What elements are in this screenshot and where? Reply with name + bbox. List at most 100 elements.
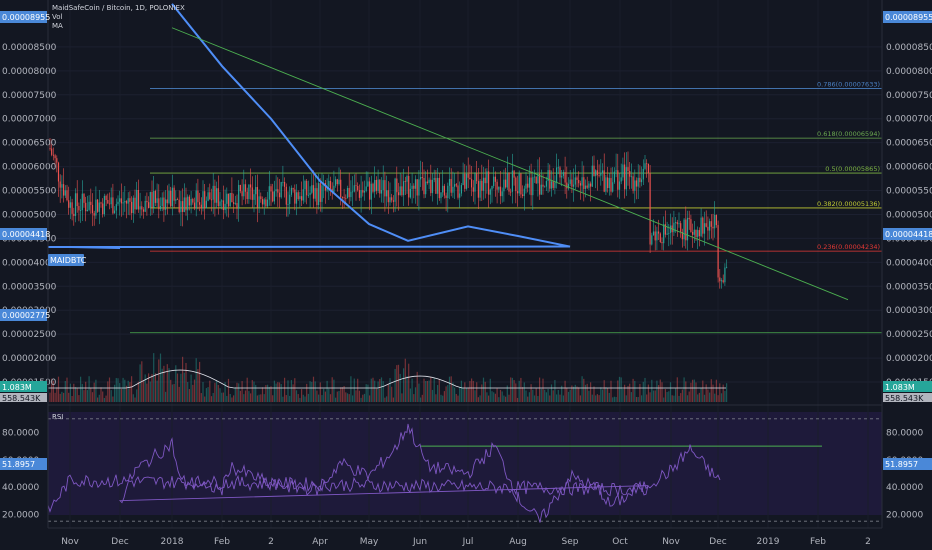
candle-body [667,234,668,235]
candle-body [180,201,181,212]
candle-body [214,186,215,203]
volume-bar [191,375,192,402]
candle-body [384,180,385,196]
volume-bar [527,397,528,402]
volume-bar [568,392,569,402]
candle-body [270,186,271,191]
volume-bar [585,385,586,402]
candle-body [146,201,147,202]
candle-body [303,189,304,200]
candle-body [556,167,557,182]
candle-body [289,195,290,204]
candle-body [599,175,600,176]
candle-body [575,177,576,184]
volume-bar [133,394,134,402]
candle-body [469,178,470,179]
volume-bar [289,396,290,402]
rsi-tick-left: 40.0000 [2,483,39,493]
candle-body [413,186,414,189]
volume-bar [512,378,513,402]
volume-bar [639,384,640,402]
volume-bar [333,380,334,402]
volume-bar [158,359,159,402]
candle-body [269,186,270,199]
candle-body [138,190,139,209]
volume-bar [624,385,625,402]
candle-body [423,178,424,194]
candle-body [437,178,438,194]
volume-bar [299,398,300,402]
candle-body [92,205,93,213]
volume-bar [182,357,183,402]
candle-body [73,214,74,216]
volume-bar [276,384,277,402]
volume-bar [707,390,708,402]
volume-bar [347,393,348,402]
candle-body [604,170,605,191]
candle-body [231,193,232,202]
candle-body [90,202,91,205]
volume-bar [612,397,613,402]
volume-bar [77,388,78,402]
volume-bar [490,379,491,402]
volume-bar [384,398,385,402]
price-tick-right: 0.00002000 [886,354,932,364]
candle-body [85,203,86,211]
volume-bar [335,398,336,402]
volume-bar [157,381,158,402]
candle-body [89,202,90,210]
candle-body [500,187,501,196]
rsi-tick-right: 40.0000 [886,483,923,493]
volume-bar [391,387,392,402]
candle-body [644,163,645,169]
candle-body [264,199,265,204]
volume-bar [656,381,657,402]
volume-bar [184,373,185,402]
candle-body [648,164,649,173]
volume-bar [352,395,353,402]
volume-badge-right-1: 1.083M [883,381,932,392]
candle-body [704,223,705,233]
volume-bar [497,388,498,402]
candle-body [718,225,719,277]
candle-body [463,174,464,185]
candle-body [100,203,101,204]
candle-body [650,173,651,244]
volume-bar [668,391,669,402]
vol-legend: Vol [52,13,63,21]
volume-bar [621,377,622,402]
volume-bar [170,380,171,402]
volume-bar [395,369,396,402]
volume-bar [155,373,156,402]
candle-body [553,181,554,188]
candle-body [505,180,506,188]
volume-bar [464,382,465,402]
volume-bar [72,396,73,402]
candle-body [333,186,334,193]
candle-body [605,177,606,191]
candle-body [408,176,409,197]
volume-bar [306,384,307,402]
volume-bar [468,387,469,402]
candle-body [529,178,530,188]
price-tick-right: 0.00005000 [886,210,932,220]
volume-bar [376,389,377,402]
time-tick: Feb [214,537,230,547]
price-tick-right: 0.00008000 [886,67,932,77]
candle-body [345,198,346,199]
volume-bar [134,398,135,402]
candle-body [208,192,209,200]
volume-bar [265,385,266,402]
candle-body [165,199,166,209]
time-tick: Aug [509,537,527,547]
candle-body [316,188,317,205]
candle-body [349,188,350,197]
volume-bar [177,374,178,402]
volume-bar [165,392,166,402]
candle-body [595,170,596,176]
price-tick-right: 0.00002500 [886,330,932,340]
candle-body [313,185,314,198]
svg-text:1.083M: 1.083M [2,383,32,392]
candle-body [151,192,152,208]
